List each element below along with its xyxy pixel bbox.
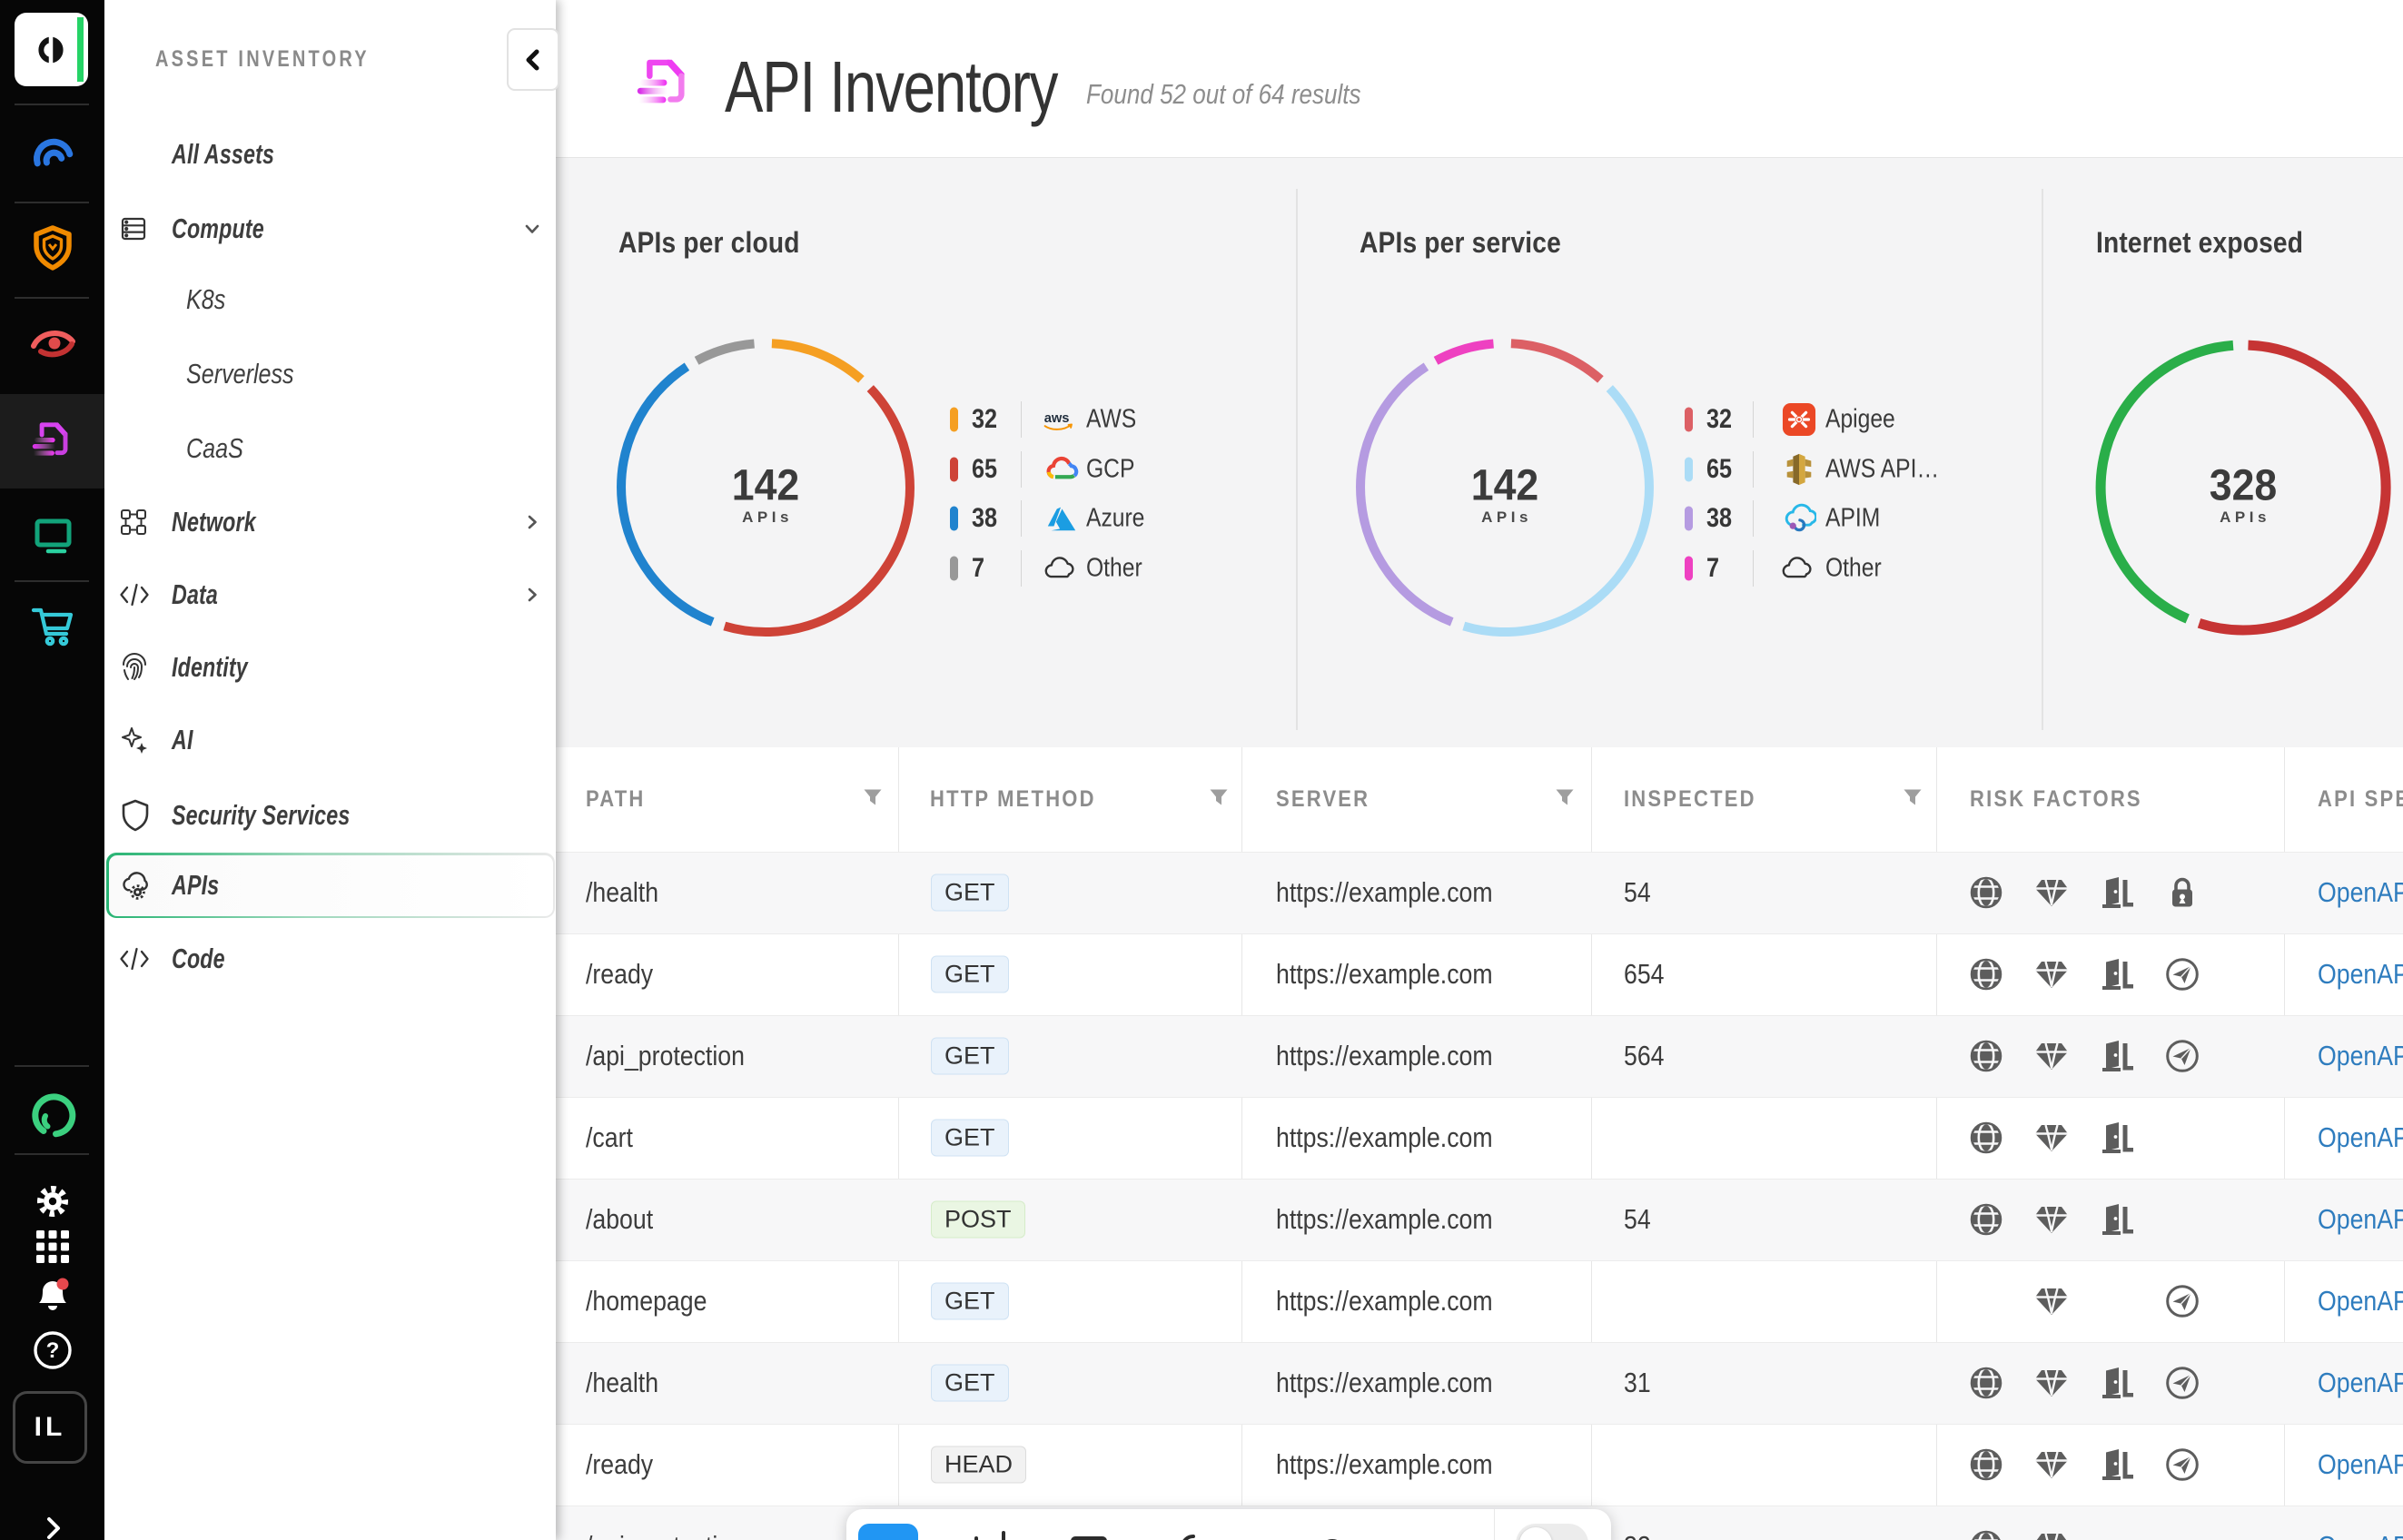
svg-text:?: ? [45,1338,59,1363]
svg-text:aws: aws [1044,411,1070,426]
